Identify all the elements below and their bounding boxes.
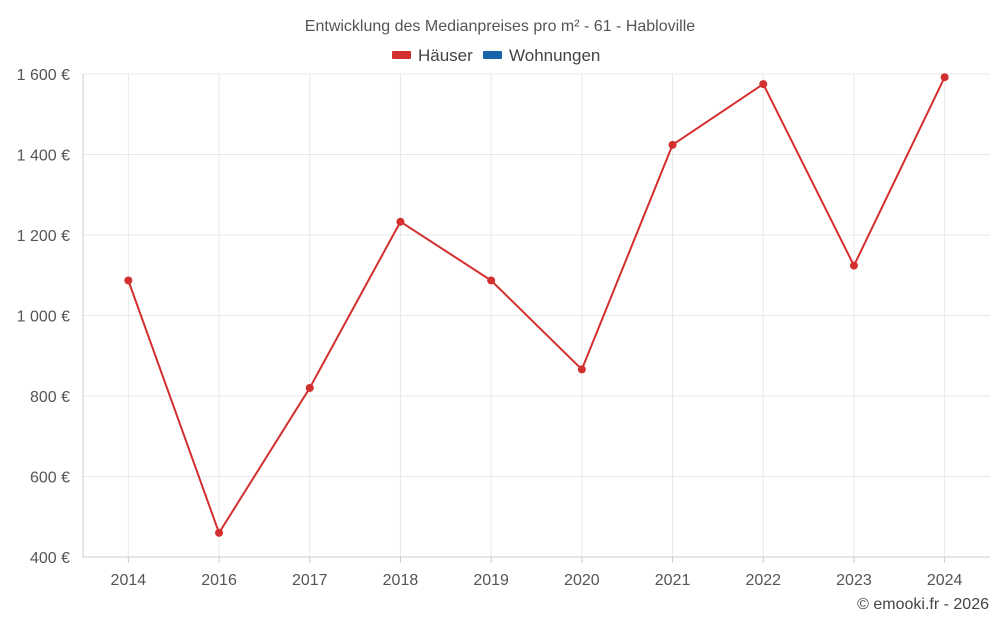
plot-area <box>124 73 949 537</box>
y-tick-label: 1 200 € <box>17 228 70 245</box>
x-tick-label: 2021 <box>655 572 691 589</box>
x-axis: 2014 2016 2017 2018 2019 2020 2021 2022 2023 2024 <box>83 556 990 589</box>
x-tick-label: 2017 <box>292 572 328 589</box>
x-tick-label: 2019 <box>473 572 509 589</box>
grid <box>83 73 990 558</box>
legend-label-haeuser: Häuser <box>418 46 473 65</box>
data-point[interactable] <box>577 365 586 374</box>
x-tick-label: 2023 <box>836 572 872 589</box>
y-tick-label: 600 € <box>30 470 70 487</box>
y-axis: 400 € 600 € 800 € 1 000 € 1 200 € 1 400 € 1 60… <box>17 67 84 567</box>
data-point[interactable] <box>668 140 677 149</box>
x-tick-label: 2022 <box>745 572 781 589</box>
legend-item-wohnungen[interactable]: Wohnungen <box>483 46 600 65</box>
data-point[interactable] <box>849 261 858 270</box>
x-tick-label: 2024 <box>927 572 963 589</box>
chart-title: Entwicklung des Medianpreises pro m² - 6… <box>305 18 695 35</box>
y-tick-label: 400 € <box>30 550 70 567</box>
y-tick-label: 1 600 € <box>17 67 70 84</box>
y-tick-label: 1 400 € <box>17 148 70 165</box>
legend: Häuser Wohnungen <box>392 46 600 65</box>
data-point[interactable] <box>215 528 224 537</box>
legend-label-wohnungen: Wohnungen <box>509 46 600 65</box>
x-tick-label: 2016 <box>201 572 237 589</box>
legend-swatch-wohnungen <box>483 51 502 59</box>
credit-text: © emooki.fr - 2026 <box>857 596 989 613</box>
data-point[interactable] <box>305 383 314 392</box>
data-point[interactable] <box>487 276 496 285</box>
series-line <box>127 76 946 534</box>
data-point[interactable] <box>759 80 768 89</box>
x-tick-label: 2014 <box>111 572 147 589</box>
legend-item-haeuser[interactable]: Häuser <box>392 46 473 65</box>
x-tick-label: 2018 <box>383 572 419 589</box>
y-tick-label: 1 000 € <box>17 309 70 326</box>
data-point[interactable] <box>396 217 405 226</box>
y-tick-label: 800 € <box>30 389 70 406</box>
data-point[interactable] <box>124 276 133 285</box>
legend-swatch-haeuser <box>392 51 411 59</box>
data-point[interactable] <box>940 73 949 82</box>
x-tick-label: 2020 <box>564 572 600 589</box>
